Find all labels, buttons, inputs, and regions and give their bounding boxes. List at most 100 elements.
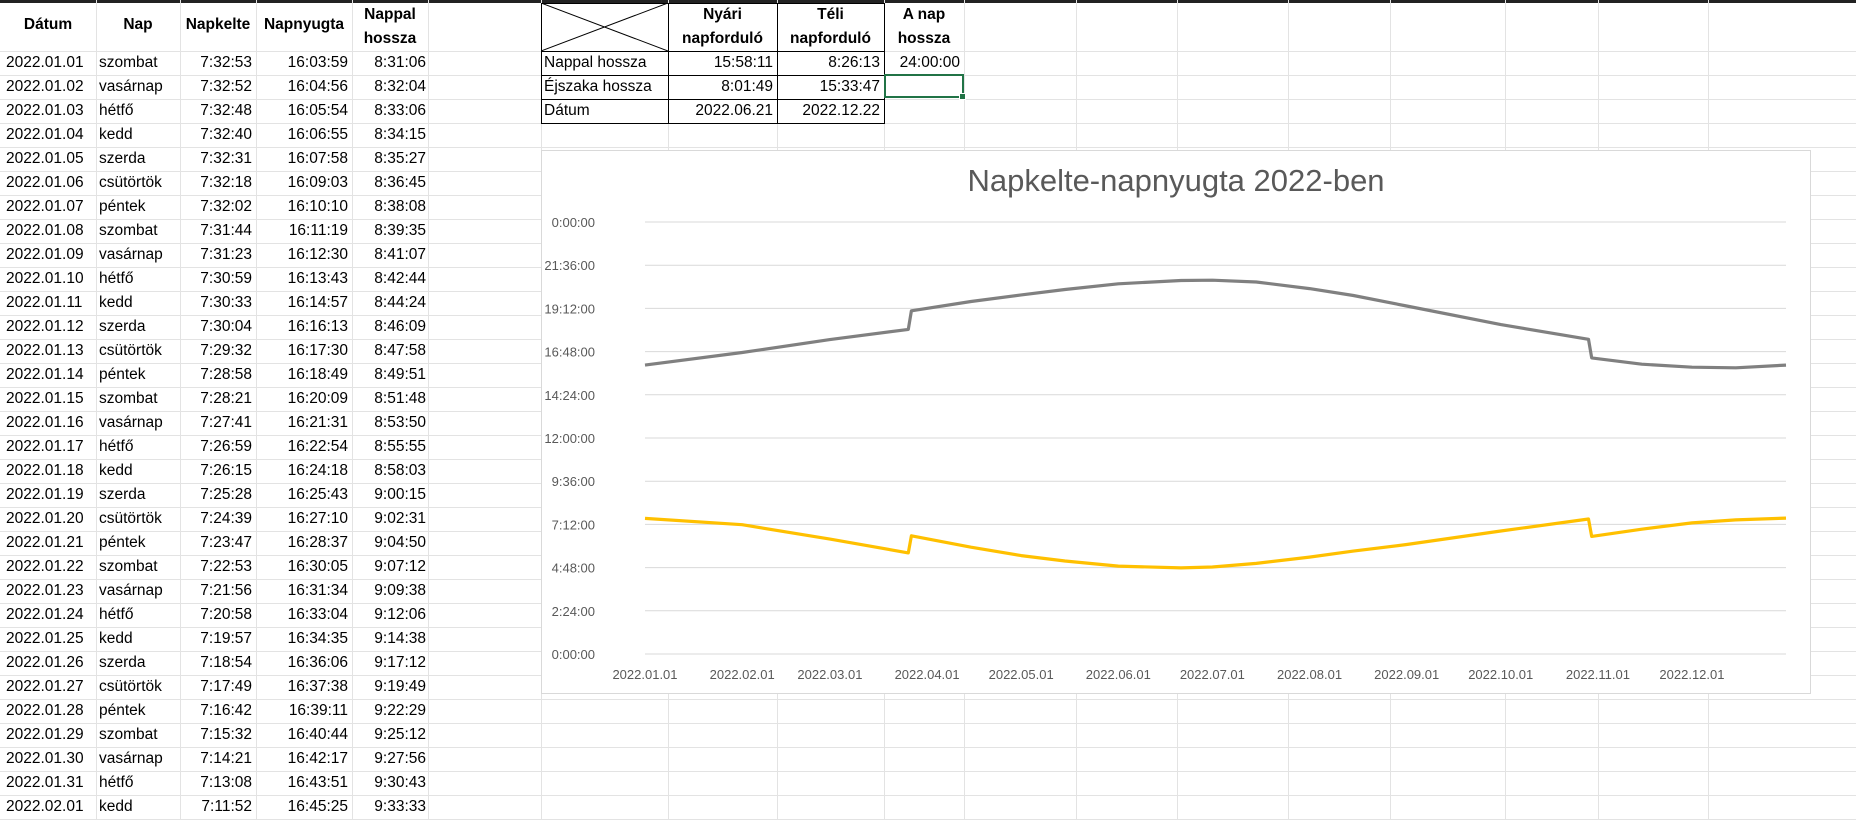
solstice-header-summer-line2[interactable]: napforduló (682, 30, 763, 47)
cell-sunrise[interactable]: 7:32:31 (200, 150, 252, 167)
cell-daylength[interactable]: 8:46:09 (374, 318, 426, 335)
cell-date[interactable]: 2022.01.20 (6, 510, 84, 527)
cell-daylength[interactable]: 9:22:29 (374, 702, 426, 719)
cell-sunset[interactable]: 16:39:11 (288, 702, 348, 719)
cell-daylength[interactable]: 9:27:56 (374, 750, 426, 767)
solstice-row-label[interactable]: Dátum (544, 102, 590, 119)
cell-daylength[interactable]: 8:51:48 (374, 390, 426, 407)
cell-sunset[interactable]: 16:04:56 (287, 78, 348, 95)
cell-date[interactable]: 2022.01.01 (6, 54, 84, 71)
cell-day[interactable]: szerda (99, 654, 146, 671)
solstice-daylen-value[interactable]: 24:00:00 (899, 54, 960, 71)
cell-daylength[interactable]: 9:19:49 (374, 678, 426, 695)
cell-sunrise[interactable]: 7:13:08 (200, 774, 252, 791)
cell-sunset[interactable]: 16:20:09 (287, 390, 348, 407)
cell-date[interactable]: 2022.01.12 (6, 318, 84, 335)
cell-date[interactable]: 2022.01.16 (6, 414, 84, 431)
cell-date[interactable]: 2022.01.02 (6, 78, 84, 95)
cell-daylength[interactable]: 9:30:43 (374, 774, 426, 791)
cell-daylength[interactable]: 8:53:50 (374, 414, 426, 431)
cell-sunrise[interactable]: 7:32:52 (200, 78, 252, 95)
cell-date[interactable]: 2022.01.18 (6, 462, 84, 479)
solstice-header-daylen-line2[interactable]: hossza (897, 30, 951, 47)
cell-sunrise[interactable]: 7:32:40 (200, 126, 252, 143)
cell-day[interactable]: szombat (99, 558, 158, 575)
cell-day[interactable]: vasárnap (99, 246, 163, 263)
cell-date[interactable]: 2022.01.31 (6, 774, 84, 791)
cell-sunrise[interactable]: 7:16:42 (200, 702, 252, 719)
solstice-header-winter-line1[interactable]: Téli (817, 6, 844, 23)
cell-daylength[interactable]: 9:07:12 (374, 558, 426, 575)
cell-sunrise[interactable]: 7:31:44 (200, 222, 252, 239)
cell-sunrise[interactable]: 7:26:15 (200, 462, 252, 479)
cell-date[interactable]: 2022.01.11 (6, 294, 83, 311)
selected-cell[interactable] (884, 74, 966, 100)
cell-sunset[interactable]: 16:21:31 (287, 414, 348, 431)
cell-daylength[interactable]: 8:38:08 (374, 198, 426, 215)
cell-day[interactable]: hétfő (99, 102, 134, 119)
solstice-summer-value[interactable]: 2022.06.21 (695, 102, 773, 119)
line-chart[interactable]: Napkelte-napnyugta 2022-ben 0:00:00 2:24:… (541, 150, 1811, 694)
cell-day[interactable]: péntek (99, 198, 146, 215)
cell-day[interactable]: kedd (99, 126, 133, 143)
cell-sunrise[interactable]: 7:32:53 (200, 54, 252, 71)
solstice-daylen-value[interactable] (884, 99, 960, 122)
cell-date[interactable]: 2022.01.07 (6, 198, 84, 215)
cell-daylength[interactable]: 9:02:31 (374, 510, 426, 527)
cell-sunrise[interactable]: 7:32:02 (200, 198, 252, 215)
cell-date[interactable]: 2022.01.19 (6, 486, 84, 503)
cell-sunset[interactable]: 16:24:18 (287, 462, 348, 479)
cell-sunset[interactable]: 16:18:49 (287, 366, 348, 383)
cell-daylength[interactable]: 8:44:24 (374, 294, 426, 311)
cell-day[interactable]: hétfő (99, 270, 134, 287)
header-daylength-line2[interactable]: hossza (363, 30, 417, 47)
cell-date[interactable]: 2022.01.30 (6, 750, 84, 767)
cell-date[interactable]: 2022.01.17 (6, 438, 84, 455)
cell-sunset[interactable]: 16:30:05 (287, 558, 348, 575)
cell-date[interactable]: 2022.01.14 (6, 366, 84, 383)
cell-day[interactable]: vasárnap (99, 750, 163, 767)
cell-day[interactable]: vasárnap (99, 582, 163, 599)
cell-daylength[interactable]: 9:33:33 (374, 798, 426, 815)
cell-sunset[interactable]: 16:25:43 (287, 486, 348, 503)
solstice-header-summer-line1[interactable]: Nyári (703, 6, 742, 23)
cell-daylength[interactable]: 8:34:15 (374, 126, 426, 143)
cell-day[interactable]: hétfő (99, 438, 134, 455)
cell-daylength[interactable]: 8:31:06 (374, 54, 426, 71)
cell-sunset[interactable]: 16:11:19 (288, 222, 348, 239)
cell-sunset[interactable]: 16:31:34 (287, 582, 348, 599)
cell-sunset[interactable]: 16:43:51 (287, 774, 348, 791)
cell-daylength[interactable]: 8:58:03 (374, 462, 426, 479)
cell-sunset[interactable]: 16:27:10 (287, 510, 348, 527)
solstice-header-winter-line2[interactable]: napforduló (790, 30, 871, 47)
cell-daylength[interactable]: 9:09:38 (374, 582, 426, 599)
cell-sunrise[interactable]: 7:32:18 (200, 174, 252, 191)
cell-date[interactable]: 2022.01.10 (6, 270, 84, 287)
cell-day[interactable]: szombat (99, 54, 158, 71)
cell-date[interactable]: 2022.01.24 (6, 606, 84, 623)
cell-sunrise[interactable]: 7:29:32 (200, 342, 252, 359)
cell-daylength[interactable]: 9:12:06 (374, 606, 426, 623)
cell-daylength[interactable]: 8:47:58 (374, 342, 426, 359)
solstice-summer-value[interactable]: 8:01:49 (721, 78, 773, 95)
cell-daylength[interactable]: 8:49:51 (374, 366, 426, 383)
solstice-winter-value[interactable]: 2022.12.22 (802, 102, 880, 119)
cell-sunrise[interactable]: 7:30:33 (200, 294, 252, 311)
cell-sunset[interactable]: 16:06:55 (287, 126, 348, 143)
cell-sunrise[interactable]: 7:25:28 (200, 486, 252, 503)
cell-sunrise[interactable]: 7:19:57 (200, 630, 252, 647)
cell-day[interactable]: kedd (99, 462, 133, 479)
solstice-row-label[interactable]: Éjszaka hossza (544, 78, 652, 95)
cell-daylength[interactable]: 8:32:04 (374, 78, 426, 95)
cell-daylength[interactable]: 8:33:06 (374, 102, 426, 119)
cell-sunset[interactable]: 16:05:54 (287, 102, 348, 119)
cell-sunrise[interactable]: 7:21:56 (200, 582, 252, 599)
cell-sunset[interactable]: 16:14:57 (287, 294, 348, 311)
cell-sunrise[interactable]: 7:23:47 (200, 534, 252, 551)
cell-sunset[interactable]: 16:16:13 (287, 318, 348, 335)
cell-date[interactable]: 2022.01.21 (6, 534, 84, 551)
cell-sunrise[interactable]: 7:30:04 (200, 318, 252, 335)
solstice-row-label[interactable]: Nappal hossza (544, 54, 647, 71)
cell-sunrise[interactable]: 7:26:59 (200, 438, 252, 455)
cell-date[interactable]: 2022.01.09 (6, 246, 84, 263)
